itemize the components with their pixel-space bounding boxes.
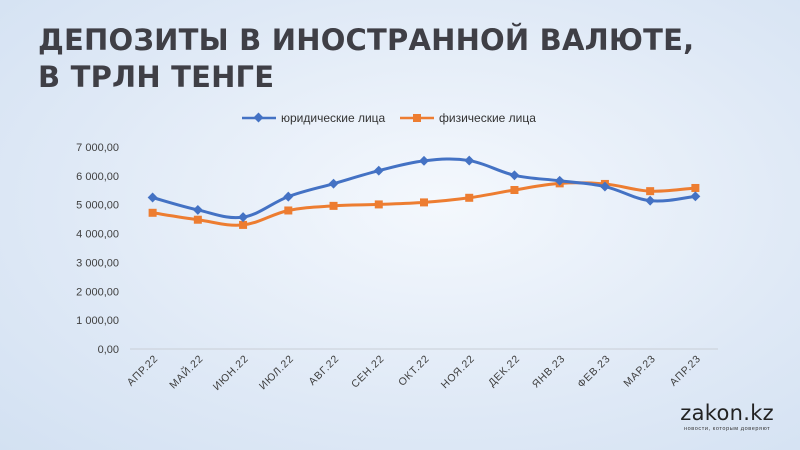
x-tick-label: ДЕК.22 <box>486 353 523 390</box>
y-tick-label: 0,00 <box>98 344 119 356</box>
data-point-individuals <box>374 200 383 209</box>
data-point-legal-entities <box>554 175 565 186</box>
data-point-legal-entities <box>690 191 701 202</box>
legend-item-individuals: физические лица <box>400 111 536 125</box>
data-point-individuals <box>193 215 202 224</box>
x-tick-label: АПР.22 <box>125 353 161 389</box>
data-point-individuals <box>691 183 700 192</box>
x-tick-label: ОКТ.22 <box>396 353 432 389</box>
x-axis: АПР.22 МАЙ.22 ИЮН.22 ИЮЛ.22 АВГ.22 СЕН.22 ОКТ.… <box>125 352 704 393</box>
logo-tagline: новости, которым доверяют <box>683 426 771 432</box>
title-line-2: В ТРЛН ТЕНГЕ <box>38 60 275 94</box>
legend-item-legal-entities: юридические лица <box>242 111 386 125</box>
legend: юридические лица физические лица <box>242 111 536 125</box>
y-tick-label: 5 000,00 <box>76 200 119 212</box>
x-tick-label: АВГ.22 <box>306 353 341 388</box>
data-point-individuals <box>420 198 428 207</box>
x-tick-label: АПР.23 <box>668 353 704 389</box>
legend-label-individuals: физические лица <box>439 111 536 125</box>
x-tick-label: ЯНВ.23 <box>530 353 568 391</box>
y-tick-label: 2 000,00 <box>76 286 119 298</box>
data-point-legal-entities <box>147 192 158 203</box>
x-tick-label: ФЕВ.23 <box>575 353 613 391</box>
x-tick-label: ИЮЛ.22 <box>257 353 297 393</box>
legend-label-legal: юридические лица <box>281 111 386 125</box>
y-tick-label: 4 000,00 <box>76 229 119 241</box>
y-tick-label: 7 000,00 <box>76 142 119 154</box>
legend-marker-individuals <box>413 114 421 122</box>
data-point-legal-entities <box>419 155 429 166</box>
x-tick-label: ИЮН.22 <box>211 353 251 393</box>
data-point-individuals <box>646 187 655 196</box>
data-point-individuals <box>284 206 293 215</box>
x-tick-label: МАР.23 <box>621 353 658 390</box>
data-point-legal-entities <box>464 155 475 166</box>
x-tick-label: МАЙ.22 <box>167 352 206 391</box>
data-point-legal-entities <box>509 170 520 181</box>
series <box>147 155 701 229</box>
data-point-individuals <box>329 201 338 210</box>
logo-name: zakon.kz <box>680 401 774 425</box>
data-point-individuals <box>465 193 474 202</box>
title-line-1: ДЕПОЗИТЫ В ИНОСТРАННОЙ ВАЛЮТЕ, <box>38 23 695 57</box>
y-tick-label: 1 000,00 <box>76 315 119 327</box>
data-point-legal-entities <box>238 212 249 223</box>
data-point-individuals <box>148 208 157 217</box>
data-point-legal-entities <box>283 191 294 202</box>
legend-marker-legal <box>253 112 264 123</box>
y-tick-label: 3 000,00 <box>76 257 119 269</box>
x-tick-label: НОЯ.22 <box>439 353 478 392</box>
zakon-logo: zakon.kz новости, которым доверяют <box>680 401 774 432</box>
series-line-legal-entities <box>152 157 696 220</box>
data-point-legal-entities <box>599 181 610 192</box>
data-point-individuals <box>239 220 248 229</box>
data-point-legal-entities <box>192 204 203 215</box>
x-tick-label: СЕН.22 <box>349 353 387 391</box>
data-point-legal-entities <box>645 195 656 206</box>
y-tick-label: 6 000,00 <box>76 171 119 183</box>
data-point-legal-entities <box>373 165 384 176</box>
data-point-legal-entities <box>328 178 339 189</box>
data-point-individuals <box>510 185 519 194</box>
y-axis: 0,00 1 000,00 2 000,00 3 000,00 4 000,00 5 00… <box>76 142 119 356</box>
chart-title: ДЕПОЗИТЫ В ИНОСТРАННОЙ ВАЛЮТЕ, В ТРЛН ТЕ… <box>38 22 694 96</box>
